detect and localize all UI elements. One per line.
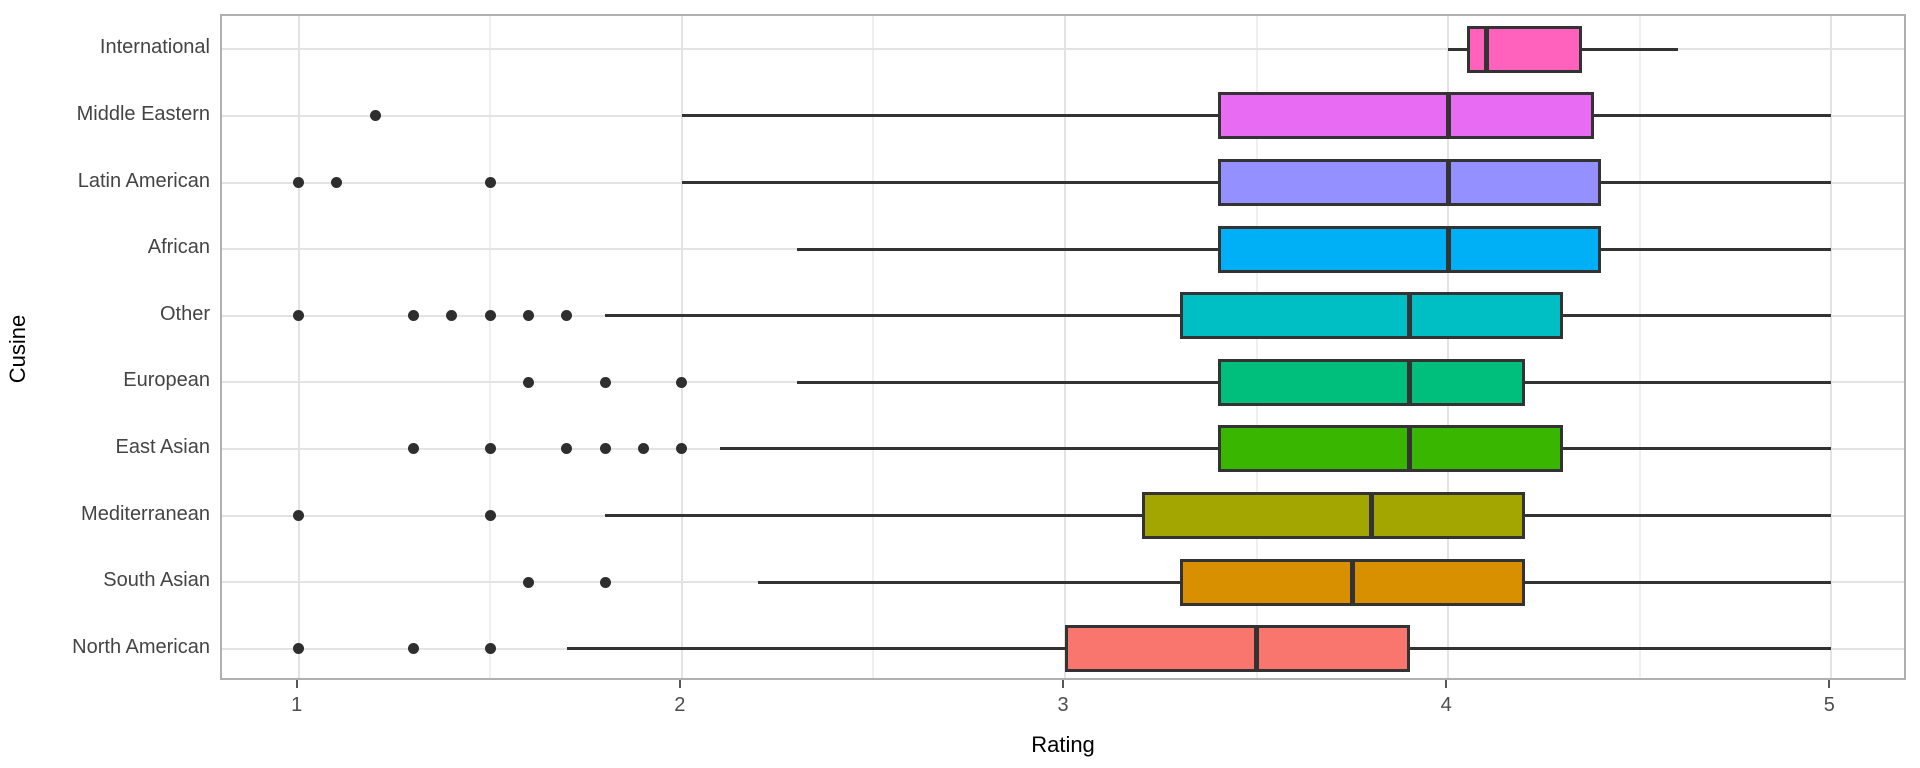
whisker-upper [1524, 580, 1832, 584]
outlier-point [408, 443, 420, 455]
median-line [1369, 492, 1375, 539]
gridline-row [222, 48, 1904, 51]
whisker-lower [720, 447, 1219, 451]
whisker-lower [605, 314, 1180, 318]
whisker-lower [796, 380, 1219, 384]
outlier-point [293, 510, 305, 521]
outlier-point [523, 576, 535, 588]
median-line [1407, 425, 1413, 473]
x-axis-tick [1445, 680, 1448, 688]
whisker-lower [681, 181, 1219, 184]
outlier-point [561, 443, 573, 455]
gridline-major [297, 16, 300, 678]
outlier-point [599, 376, 611, 388]
boxplot-box [1218, 425, 1564, 473]
outlier-point [484, 177, 496, 188]
median-line [1445, 159, 1451, 206]
outlier-point [599, 576, 611, 588]
x-axis-title: Rating [1031, 732, 1095, 757]
outlier-point [676, 443, 688, 455]
gridline-minor [872, 16, 875, 678]
whisker-upper [1524, 514, 1832, 517]
outlier-point [561, 310, 573, 322]
y-axis-title: Cusine [5, 314, 30, 384]
y-axis-label: East Asian [115, 435, 210, 458]
y-axis-label: North American [72, 635, 210, 658]
whisker-upper [1563, 314, 1832, 318]
outlier-point [676, 376, 688, 388]
outlier-point [331, 177, 343, 188]
outlier-point [408, 310, 420, 322]
boxplot-box [1065, 625, 1410, 673]
x-tick-label: 1 [291, 694, 303, 716]
gridline-major [1064, 16, 1066, 678]
whisker-upper [1524, 380, 1832, 384]
outlier-point [293, 643, 305, 655]
whisker-lower [681, 114, 1219, 118]
whisker-lower [796, 247, 1219, 251]
x-axis-tick [1062, 680, 1064, 688]
outlier-point [446, 310, 458, 322]
x-tick-label: 2 [674, 694, 686, 716]
outlier-point [484, 510, 496, 521]
outlier-point [293, 310, 305, 322]
outlier-point [484, 310, 496, 322]
whisker-lower [1448, 47, 1468, 51]
boxplot-box [1218, 225, 1602, 273]
gridline-major [1830, 16, 1833, 678]
median-line [1445, 92, 1451, 140]
whisker-upper [1601, 247, 1832, 251]
median-line [1484, 25, 1489, 73]
outlier-point [638, 443, 649, 455]
gridline-minor [1638, 16, 1641, 678]
median-line [1254, 625, 1260, 673]
gridline-minor [1255, 16, 1258, 678]
x-axis-tick [1828, 680, 1831, 688]
y-axis-label: South Asian [103, 569, 210, 592]
outlier-point [408, 643, 420, 655]
y-axis-label: International [99, 36, 210, 59]
y-axis-label: Mediterranean [81, 502, 210, 525]
x-axis-tick [678, 680, 681, 688]
plot-panel [220, 14, 1906, 680]
median-line [1349, 558, 1355, 606]
y-axis-label: Other [159, 302, 210, 325]
whisker-upper [1409, 647, 1832, 651]
y-axis-label: African [147, 236, 210, 259]
outlier-point [599, 443, 611, 455]
whisker-lower [566, 647, 1065, 651]
boxplot-box [1218, 159, 1602, 206]
x-tick-label: 4 [1440, 694, 1452, 716]
x-tick-label: 5 [1823, 694, 1835, 716]
whisker-lower [758, 580, 1180, 584]
whisker-upper [1601, 181, 1832, 184]
outlier-point [369, 110, 381, 122]
boxplot-box [1141, 492, 1525, 539]
outlier-point [293, 177, 305, 188]
outlier-point [484, 643, 496, 655]
whisker-upper [1582, 47, 1679, 51]
outlier-point [484, 443, 496, 455]
outlier-point [523, 376, 535, 388]
whisker-lower [605, 514, 1142, 517]
whisker-upper [1593, 114, 1832, 118]
whisker-upper [1563, 447, 1832, 451]
boxplot-box [1218, 358, 1525, 406]
gridline-minor [489, 16, 492, 678]
y-axis-label: Latin American [77, 169, 210, 192]
x-tick-label: 3 [1057, 694, 1069, 716]
median-line [1445, 225, 1451, 273]
boxplot-box [1179, 292, 1564, 340]
y-axis-label: Middle Eastern [76, 102, 210, 125]
median-line [1407, 358, 1413, 406]
gridline-major [680, 16, 683, 678]
outlier-point [523, 310, 535, 322]
gridline-major [1447, 16, 1450, 678]
x-axis-tick [295, 680, 298, 688]
boxplot-box [1218, 92, 1594, 140]
median-line [1407, 292, 1413, 340]
y-axis-label: European [123, 369, 210, 392]
